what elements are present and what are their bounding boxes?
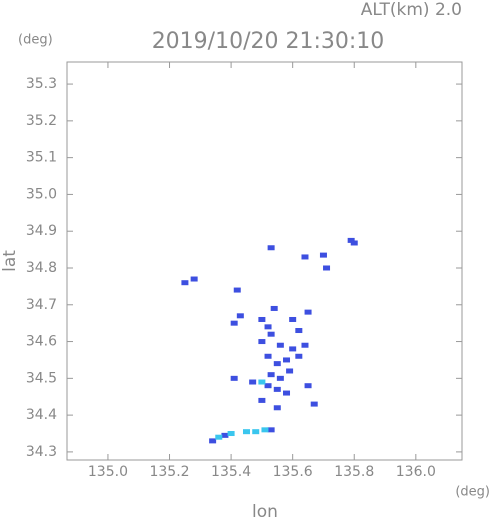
echo-point — [347, 237, 355, 243]
echo-point — [350, 240, 358, 246]
echo-point — [323, 265, 331, 271]
echo-point — [252, 429, 260, 435]
echo-point — [236, 313, 244, 319]
echo-point — [190, 276, 198, 282]
echo-point — [258, 397, 266, 403]
y-tick-label: 35.1 — [26, 150, 57, 166]
echo-point — [258, 316, 266, 322]
echo-point — [276, 375, 284, 381]
echo-point — [267, 372, 275, 378]
echo-point — [286, 368, 294, 374]
x-tick-label: 135.0 — [88, 464, 128, 480]
y-tick-label: 34.6 — [26, 334, 57, 350]
echo-point — [233, 287, 241, 293]
echo-point — [258, 379, 266, 385]
echo-point — [181, 280, 189, 286]
echo-point — [295, 353, 303, 359]
echo-point — [261, 427, 269, 433]
x-tick-label: 135.8 — [334, 464, 374, 480]
echo-point — [264, 353, 272, 359]
altitude-label: ALT(km) 2.0 — [361, 0, 462, 20]
echo-point — [301, 254, 309, 260]
y-tick-label: 34.5 — [26, 370, 57, 386]
echo-point — [270, 305, 278, 311]
echo-point — [304, 309, 312, 315]
x-tick-label: 135.2 — [149, 464, 189, 480]
echo-point — [283, 390, 291, 396]
y-axis-label: lat — [0, 250, 20, 272]
echo-point — [295, 328, 303, 334]
plot-frame — [66, 61, 463, 461]
y-tick-label: 35.3 — [26, 76, 57, 92]
x-unit: (deg) — [455, 485, 490, 500]
echo-point — [242, 429, 250, 435]
y-tick-label: 34.8 — [26, 260, 57, 276]
echo-point — [289, 346, 297, 352]
echo-point — [267, 427, 275, 433]
echo-point — [273, 361, 281, 367]
echo-point — [249, 379, 257, 385]
echo-point — [209, 438, 217, 444]
echo-point — [273, 405, 281, 411]
echo-point — [230, 320, 238, 326]
echo-point — [264, 383, 272, 389]
y-tick-label: 35.0 — [26, 186, 57, 202]
echo-point — [319, 252, 327, 258]
echo-point — [283, 357, 291, 363]
echo-point — [310, 401, 318, 407]
y-unit: (deg) — [18, 33, 53, 48]
x-tick-label: 135.4 — [211, 464, 251, 480]
echo-point — [215, 434, 223, 440]
echo-point — [258, 339, 266, 345]
y-tick-label: 34.3 — [26, 444, 57, 460]
y-tick-label: 35.2 — [26, 113, 57, 129]
x-tick-label: 136.0 — [396, 464, 436, 480]
echo-point — [276, 342, 284, 348]
y-tick-label: 34.9 — [26, 223, 57, 239]
echo-point — [289, 316, 297, 322]
echo-point — [267, 331, 275, 337]
echo-point — [267, 245, 275, 251]
echo-point — [273, 386, 281, 392]
echo-point — [301, 342, 309, 348]
y-tick-label: 34.7 — [26, 297, 57, 313]
echo-point — [264, 324, 272, 330]
echo-point — [227, 431, 235, 437]
y-tick-label: 34.4 — [26, 407, 57, 423]
x-tick-label: 135.6 — [273, 464, 313, 480]
echo-point — [304, 383, 312, 389]
echo-point — [221, 432, 229, 438]
chart-title: 2019/10/20 21:30:10 — [152, 29, 385, 54]
echo-point — [230, 375, 238, 381]
x-axis-label: lon — [252, 502, 278, 521]
